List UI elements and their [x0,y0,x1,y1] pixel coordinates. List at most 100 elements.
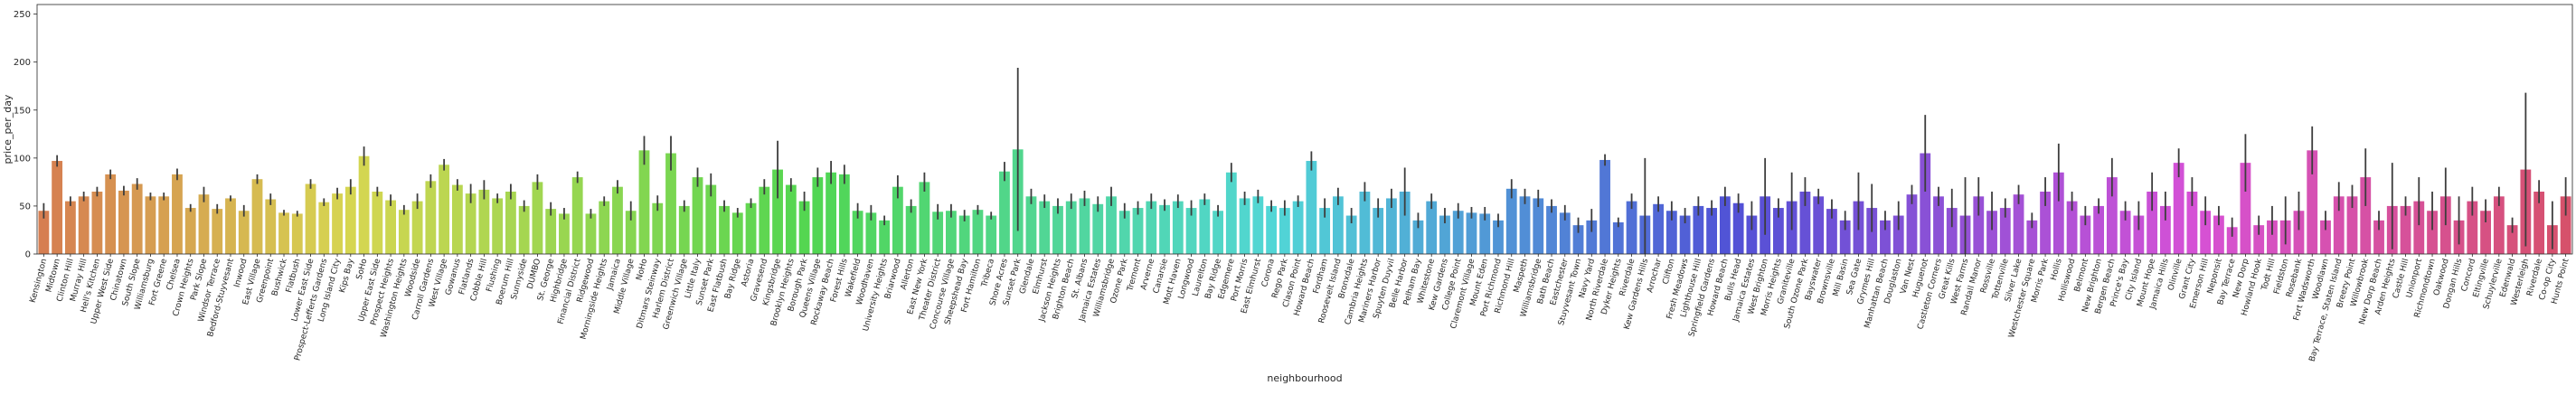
bar-151 [2052,172,2064,254]
bar-3 [78,196,90,254]
bar-7 [131,183,143,254]
bar-48 [678,205,690,254]
bar-143 [1946,208,1958,254]
bar-0 [38,211,50,254]
bar-65 [905,205,917,254]
bar-166 [2253,225,2265,254]
bar-76 [1052,205,1063,254]
bar-69 [958,215,970,254]
bar-123 [1679,215,1691,254]
bar-26 [385,200,396,254]
bar-79 [1092,203,1104,254]
bar-154 [2093,205,2104,254]
bar-138 [1880,220,1891,254]
bar-153 [2080,215,2091,254]
bar-107 [1466,212,1477,254]
bar-83 [1146,201,1157,254]
bar-60 [838,174,850,254]
bar-43 [612,186,623,254]
bar-9 [158,196,170,254]
bar-101 [1386,198,1397,254]
bar-108 [1479,213,1491,254]
bar-172 [2333,196,2345,254]
y-tick-label-4: 200 [14,58,31,68]
bar-40 [571,177,583,254]
bar-35 [505,192,516,254]
bar-127 [1732,202,1744,254]
bar-85 [1172,201,1184,254]
bar-14 [225,198,236,254]
bar-132 [1799,192,1811,254]
bar-62 [865,212,877,254]
bar-1 [52,161,63,254]
bar-19 [291,213,303,254]
bar-45 [638,150,650,254]
bar-72 [999,171,1010,254]
bar-142 [1933,196,1944,254]
bar-39 [559,213,570,254]
bar-106 [1452,211,1464,254]
y-tick-label-3: 150 [14,106,31,116]
bar-122 [1665,211,1677,254]
bar-17 [265,199,277,254]
bar-64 [892,186,903,254]
bar-25 [372,192,383,254]
bar-148 [2013,194,2024,254]
bar-170 [2307,150,2318,254]
bar-53 [745,202,757,254]
bar-55 [772,169,783,254]
bar-128 [1746,215,1758,254]
bar-146 [1986,211,1997,254]
bar-164 [2226,227,2238,254]
bar-161 [2186,192,2198,254]
bar-130 [1773,208,1784,254]
bar-6 [118,190,129,254]
bar-109 [1493,220,1504,254]
bar-159 [2159,205,2171,254]
bar-158 [2147,192,2158,254]
bar-77 [1065,201,1077,254]
bar-141 [1920,153,1931,254]
bar-4 [91,192,103,254]
bar-115 [1572,225,1584,254]
bar-150 [2040,192,2051,254]
bar-15 [238,211,250,254]
bar-174 [2360,177,2372,254]
bar-44 [625,211,637,254]
bar-111 [1519,196,1531,254]
bar-185 [2506,225,2518,254]
bar-63 [879,220,891,254]
bar-33 [478,189,490,254]
bar-89 [1225,172,1237,254]
bar-67 [932,212,944,254]
bar-66 [919,182,930,254]
bar-82 [1132,208,1144,254]
bar-117 [1599,159,1610,254]
bar-8 [145,196,156,254]
bar-18 [278,212,289,254]
bar-175 [2373,220,2384,254]
bar-152 [2066,201,2078,254]
bar-81 [1118,211,1130,254]
bar-110 [1505,188,1517,254]
bar-10 [172,174,183,254]
bar-31 [451,184,463,254]
bar-105 [1439,215,1450,254]
bar-147 [1999,208,2011,254]
bar-133 [1813,196,1825,254]
bar-30 [439,165,450,254]
bar-97 [1332,196,1344,254]
bar-91 [1252,196,1264,254]
bar-32 [465,193,477,254]
bar-116 [1586,220,1598,254]
y-axis: 0 50 100 150 200 250 [14,10,37,260]
bar-102 [1399,192,1411,254]
bar-114 [1559,212,1571,254]
bar-5 [105,174,117,254]
bar-160 [2173,163,2184,254]
bar-179 [2427,211,2438,254]
bar-98 [1345,215,1357,254]
bar-155 [2106,177,2118,254]
y-axis-label: price_per_day [2,94,14,164]
bar-29 [425,181,437,254]
